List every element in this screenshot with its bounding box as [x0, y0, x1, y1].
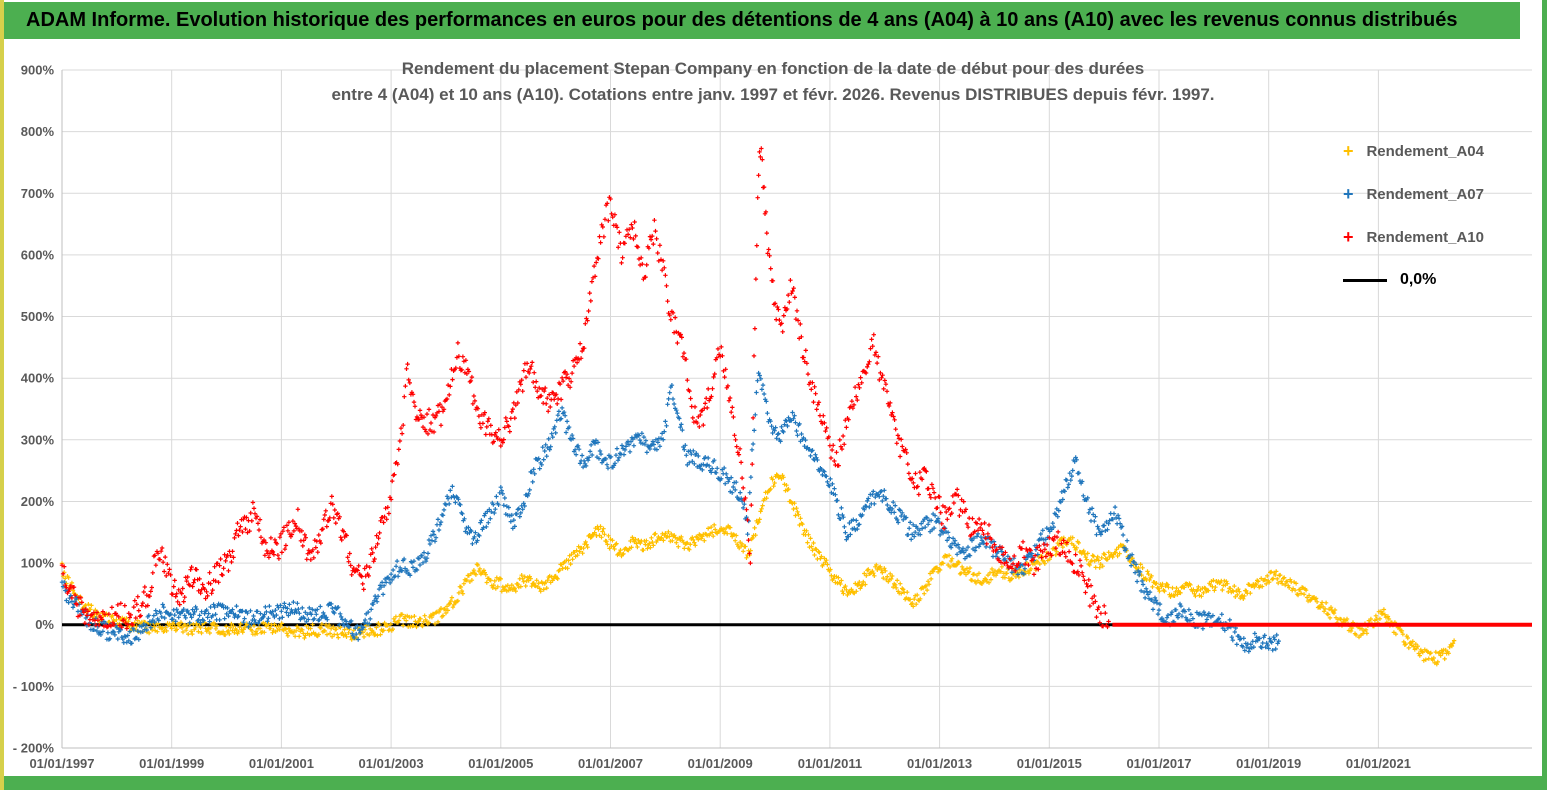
svg-text:01/01/2011: 01/01/2011: [798, 756, 862, 771]
gridlines: [61, 69, 1532, 749]
axes: [61, 70, 1532, 749]
svg-text:01/01/2001: 01/01/2001: [249, 756, 314, 771]
plus-marker-icon: +: [1342, 141, 1354, 161]
x-axis-labels: 01/01/1997 01/01/1999 01/01/2001 01/01/2003…: [29, 756, 1410, 771]
svg-text:- 200%: - 200%: [13, 741, 55, 756]
legend-item-rendement-a10[interactable]: + Rendement_A10: [1343, 228, 1484, 246]
plus-marker-icon: +: [1342, 227, 1354, 247]
svg-text:- 100%: - 100%: [13, 679, 55, 694]
svg-text:01/01/2009: 01/01/2009: [688, 756, 753, 771]
svg-text:01/01/2021: 01/01/2021: [1346, 756, 1411, 771]
svg-text:01/01/2007: 01/01/2007: [578, 756, 643, 771]
svg-text:700%: 700%: [21, 186, 55, 201]
svg-text:01/01/1997: 01/01/1997: [29, 756, 94, 771]
bottom-border-strip: [4, 776, 1547, 790]
legend-item-0-0-[interactable]: 0,0%: [1342, 271, 1484, 289]
legend-label: Rendement_A10: [1366, 228, 1484, 246]
svg-text:500%: 500%: [21, 309, 55, 324]
svg-text:200%: 200%: [21, 494, 55, 509]
svg-text:01/01/2015: 01/01/2015: [1017, 756, 1082, 771]
chart-legend: + Rendement_A04 + Rendement_A07 + Rendement_A…: [1342, 142, 1484, 289]
left-border-strip: [0, 0, 4, 790]
legend-label: Rendement_A07: [1366, 185, 1484, 203]
scatter-plot[interactable]: - 200% - 100% 0% 100% 200% 300% 400% 500% 600% 70…: [4, 40, 1542, 776]
svg-text:900%: 900%: [21, 63, 55, 78]
svg-text:300%: 300%: [21, 432, 55, 447]
plus-marker-icon: +: [1342, 184, 1354, 204]
legend-item-rendement-a07[interactable]: + Rendement_A07: [1343, 185, 1484, 203]
legend-item-rendement-a04[interactable]: + Rendement_A04: [1343, 142, 1484, 160]
svg-text:600%: 600%: [21, 247, 55, 262]
svg-text:100%: 100%: [21, 556, 55, 571]
svg-text:01/01/2003: 01/01/2003: [359, 756, 424, 771]
svg-text:01/01/1999: 01/01/1999: [139, 756, 204, 771]
series-Rendement_A10[interactable]: [59, 146, 1111, 631]
right-border-strip: [1542, 0, 1547, 790]
svg-text:01/01/2017: 01/01/2017: [1126, 756, 1191, 771]
banner-title: ADAM Informe. Evolution historique des p…: [26, 9, 1458, 31]
zero-line-icon: [1342, 278, 1387, 282]
svg-text:800%: 800%: [21, 124, 55, 139]
svg-text:0%: 0%: [35, 617, 54, 632]
svg-text:01/01/2019: 01/01/2019: [1236, 756, 1301, 771]
chart-container[interactable]: - 200% - 100% 0% 100% 200% 300% 400% 500% 600% 70…: [4, 40, 1542, 776]
y-axis-labels: - 200% - 100% 0% 100% 200% 300% 400% 500% 600% 70…: [13, 63, 55, 756]
svg-text:01/01/2013: 01/01/2013: [907, 756, 972, 771]
legend-label: 0,0%: [1399, 271, 1437, 288]
svg-text:01/01/2005: 01/01/2005: [468, 756, 533, 771]
banner: ADAM Informe. Evolution historique des p…: [4, 2, 1520, 39]
legend-label: Rendement_A04: [1366, 142, 1484, 160]
svg-text:400%: 400%: [21, 371, 55, 386]
